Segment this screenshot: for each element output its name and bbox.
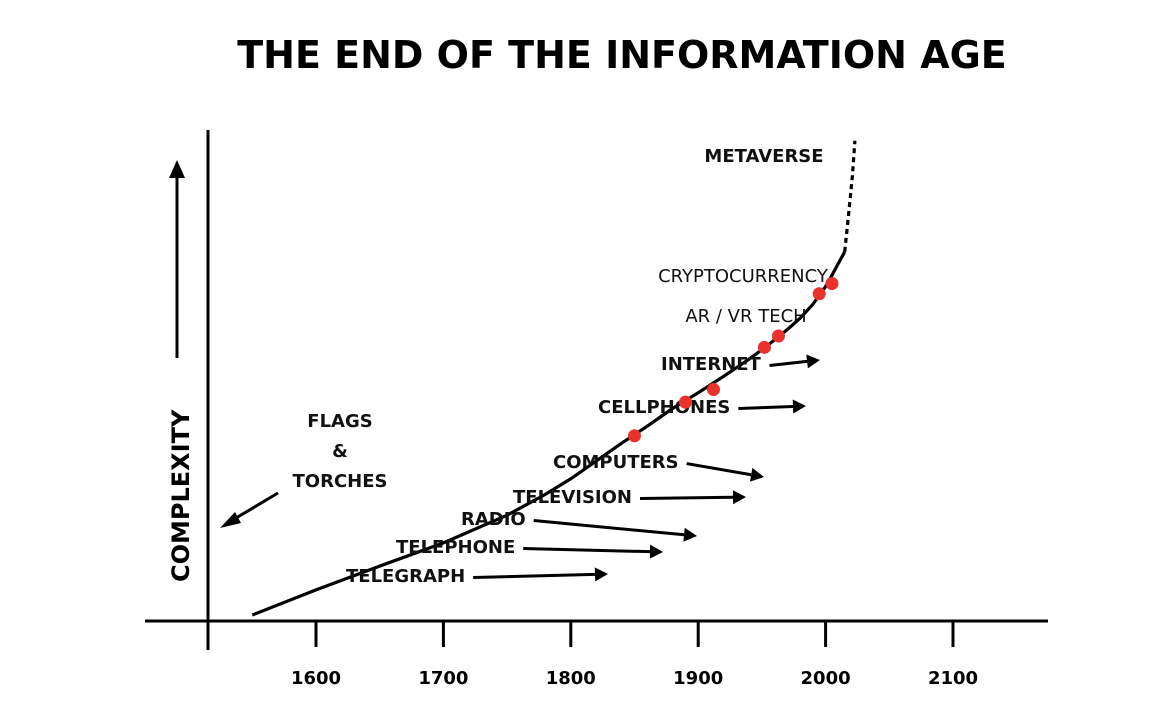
x-ticks: 1600 1700 1800 1900 2000 2100 [291, 621, 978, 689]
arrow-line [738, 404, 794, 411]
x-tick-label: 1700 [418, 668, 468, 689]
label-internet: INTERNET [661, 354, 762, 375]
x-tick-label: 2100 [928, 668, 978, 689]
x-tick-label: 2000 [801, 668, 851, 689]
arrow-head [683, 527, 697, 542]
y-axis-label-group: COMPLEXITY [167, 160, 195, 582]
flags-arrow [220, 491, 279, 528]
annotation-cryptocurrency: CRYPTOCURRENCY [658, 266, 829, 287]
chart-title: THE END OF THE INFORMATION AGE [237, 33, 1007, 77]
projection-dashed-line [843, 140, 857, 252]
projection-label: METAVERSE [704, 146, 823, 167]
x-tick-label: 1900 [673, 668, 723, 689]
arrow-line [639, 495, 734, 501]
arrow-head [749, 467, 764, 482]
label-arrows [473, 354, 820, 582]
annotation-ar-vr: AR / VR TECH [685, 306, 806, 327]
arrow-line [533, 519, 685, 537]
point-internet [825, 276, 839, 290]
arrow-head [594, 567, 608, 582]
label-cellphones: CELLPHONES [598, 397, 730, 418]
label-television: TELEVISION [513, 487, 632, 508]
point-telegraph [628, 429, 641, 443]
arrow-head [649, 544, 663, 559]
label-computers: COMPUTERS [553, 452, 679, 473]
point-computers [771, 329, 785, 343]
arrow-line [686, 462, 752, 477]
arrow-line [473, 572, 596, 580]
annotation-ampersand: & [332, 441, 348, 462]
y-arrow-head [169, 160, 185, 178]
point-television [757, 340, 771, 354]
arrow-head [732, 490, 746, 505]
arrow-head [806, 354, 820, 369]
point-cellphones [812, 287, 826, 301]
milestone-points [628, 276, 839, 443]
label-telegraph: TELEGRAPH [346, 566, 465, 587]
annotation-torches: TORCHES [293, 471, 388, 492]
arrow-line [523, 547, 651, 554]
label-radio: RADIO [461, 509, 526, 530]
point-radio [706, 382, 720, 396]
point-telephone [678, 395, 692, 409]
arrow-line [769, 359, 808, 368]
x-tick-label: 1600 [291, 668, 341, 689]
y-axis-label: COMPLEXITY [167, 409, 195, 582]
annotation-flags: FLAGS [307, 411, 372, 432]
label-telephone: TELEPHONE [396, 537, 515, 558]
x-tick-label: 1800 [546, 668, 596, 689]
arrow-head [792, 399, 806, 414]
